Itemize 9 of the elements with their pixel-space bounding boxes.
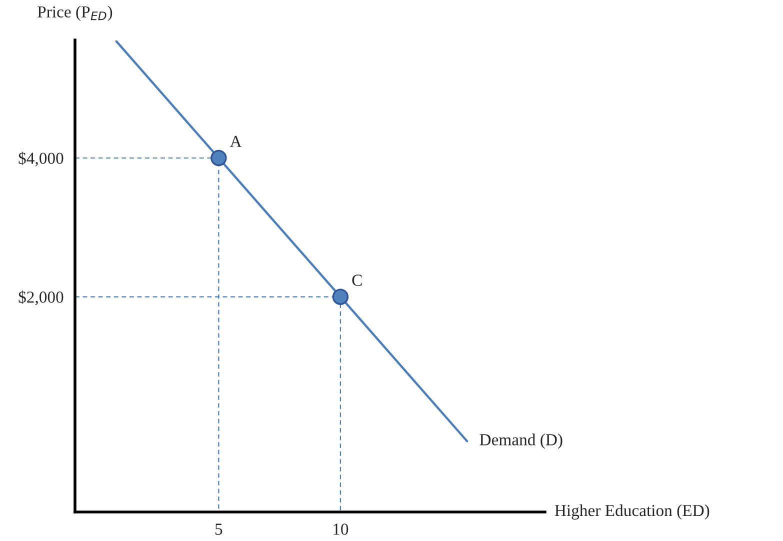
y-axis-title: Price (P$_{ED}$) [38,6,112,21]
y-tick-label: $2,000 [18,290,64,306]
y-tick-label: $4,000 [18,152,64,166]
annotation: C [352,274,362,286]
annotation: A [230,136,242,147]
x-axis-title: Higher Education (ED) [554,504,710,520]
series-label: Demand (D) [480,434,562,449]
x-tick-label: 10 [334,524,348,535]
x-tick-label: 5 [215,524,222,535]
